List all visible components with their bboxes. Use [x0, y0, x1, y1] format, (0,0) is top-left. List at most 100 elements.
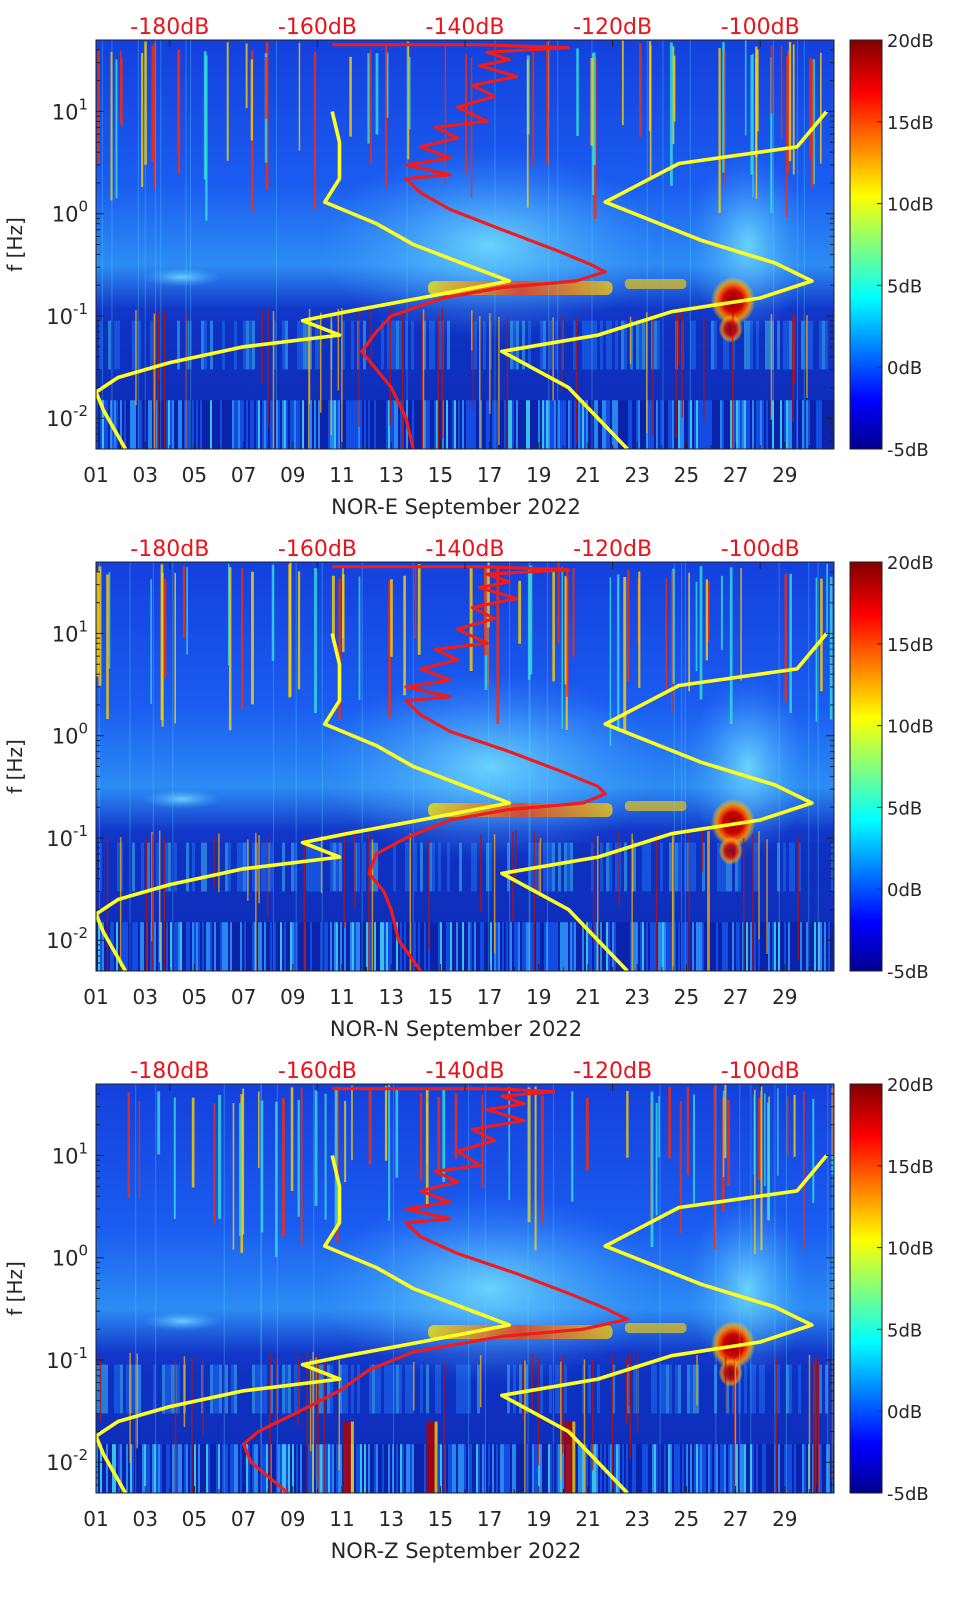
x-tick-label: 17	[477, 463, 502, 487]
spectrogram-panel-1: 10-2 10-1 100 101 f [Hz] 01 03 05 07 09 11 13 15 17 19…	[3, 15, 934, 519]
x-tick-label: 23	[624, 463, 649, 487]
y-tick-label: 10-2	[46, 1446, 88, 1475]
y-axis-label: f [Hz]	[3, 1261, 27, 1316]
colorbar: 20dB 15dB 10dB 5dB 0dB -5dB	[849, 31, 934, 461]
top-db-tick-label: -140dB	[426, 1059, 505, 1084]
x-axis-label: NOR-Z September 2022	[331, 1539, 582, 1563]
x-tick-label: 01	[83, 985, 108, 1009]
x-tick-label: 19	[526, 463, 551, 487]
x-tick-label: 05	[182, 1507, 207, 1531]
colorbar-tick-label: 10dB	[887, 1239, 934, 1260]
x-tick-label: 21	[575, 463, 600, 487]
x-tick-label: 11	[329, 463, 354, 487]
y-tick-label: 10-2	[46, 402, 88, 431]
colorbar-tick-label: 20dB	[887, 31, 934, 52]
x-tick-label: 07	[231, 985, 256, 1009]
noise-model-curve-2	[500, 1154, 828, 1493]
x-tick-label: 25	[674, 463, 699, 487]
noise-model-curve-1	[96, 111, 512, 449]
spectrogram-panel-2: 10-2 10-1 100 101 f [Hz] 01 03 05 07 09 11 13 15 17 19…	[3, 537, 934, 1041]
top-db-tick-label: -100dB	[721, 537, 800, 562]
top-db-tick-label: -140dB	[426, 15, 505, 40]
top-db-tick-label: -160dB	[278, 537, 357, 562]
psd-curve	[332, 565, 607, 971]
colorbar-tick-label: 0dB	[887, 358, 922, 379]
x-tick-label: 09	[280, 463, 305, 487]
top-db-tick-label: -120dB	[573, 1059, 652, 1084]
top-db-tick-label: -100dB	[721, 1059, 800, 1084]
top-db-tick-label: -140dB	[426, 537, 505, 562]
top-db-tick-label: -180dB	[130, 537, 209, 562]
colorbar: 20dB 15dB 10dB 5dB 0dB -5dB	[849, 553, 934, 983]
top-db-tick-label: -120dB	[573, 537, 652, 562]
colorbar-tick-label: 15dB	[887, 1157, 934, 1178]
colorbar-tick-label: 10dB	[887, 195, 934, 216]
x-tick-label: 05	[182, 463, 207, 487]
x-tick-label: 19	[526, 1507, 551, 1531]
spectrogram-panel-3: 10-2 10-1 100 101 f [Hz] 01 03 05 07 09 11 13 15 17 19…	[3, 1059, 934, 1563]
x-tick-label: 09	[280, 985, 305, 1009]
psd-curve	[242, 1087, 630, 1493]
x-tick-label: 07	[231, 463, 256, 487]
y-axis-label: f [Hz]	[3, 739, 27, 794]
colorbar-tick-label: 5dB	[887, 798, 922, 819]
top-db-tick-label: -180dB	[130, 15, 209, 40]
colorbar-tick-label: 15dB	[887, 113, 934, 134]
x-tick-label: 11	[329, 1507, 354, 1531]
x-tick-label: 13	[378, 985, 403, 1009]
x-tick-label: 27	[723, 1507, 748, 1531]
colorbar-tick-label: 5dB	[887, 276, 922, 297]
top-db-tick-label: -100dB	[721, 15, 800, 40]
x-tick-label: 07	[231, 1507, 256, 1531]
x-tick-label: 01	[83, 463, 108, 487]
colorbar: 20dB 15dB 10dB 5dB 0dB -5dB	[849, 1075, 934, 1505]
colorbar-tick-label: 20dB	[887, 553, 934, 574]
noise-model-curve-2	[500, 110, 828, 449]
x-tick-label: 27	[723, 463, 748, 487]
y-axis-label: f [Hz]	[3, 217, 27, 272]
noise-model-curve-1	[96, 633, 512, 971]
x-tick-label: 25	[674, 985, 699, 1009]
y-tick-label: 101	[52, 1139, 88, 1168]
colorbar-tick-label: -5dB	[887, 1484, 929, 1505]
x-tick-label: 15	[428, 1507, 453, 1531]
colorbar-tick-label: -5dB	[887, 440, 929, 461]
x-tick-label: 25	[674, 1507, 699, 1531]
x-tick-label: 23	[624, 1507, 649, 1531]
y-tick-label: 100	[52, 1242, 88, 1271]
x-tick-label: 21	[575, 1507, 600, 1531]
x-tick-label: 29	[772, 1507, 797, 1531]
x-tick-label: 27	[723, 985, 748, 1009]
psd-curve	[332, 43, 607, 449]
x-tick-label: 19	[526, 985, 551, 1009]
noise-model-curve-1	[96, 1155, 512, 1493]
colorbar-tick-label: 5dB	[887, 1320, 922, 1341]
y-tick-label: 10-1	[46, 822, 88, 851]
colorbar-tick-label: 20dB	[887, 1075, 934, 1096]
x-tick-label: 03	[132, 463, 157, 487]
x-tick-label: 23	[624, 985, 649, 1009]
top-db-tick-label: -120dB	[573, 15, 652, 40]
x-tick-label: 17	[477, 985, 502, 1009]
colorbar-tick-label: 10dB	[887, 717, 934, 738]
y-tick-label: 100	[52, 720, 88, 749]
x-tick-label: 13	[378, 1507, 403, 1531]
y-tick-label: 100	[52, 198, 88, 227]
y-tick-label: 101	[52, 617, 88, 646]
y-tick-label: 10-1	[46, 1344, 88, 1373]
x-tick-label: 09	[280, 1507, 305, 1531]
x-tick-label: 05	[182, 985, 207, 1009]
x-tick-label: 15	[428, 985, 453, 1009]
top-db-tick-label: -160dB	[278, 1059, 357, 1084]
y-tick-label: 10-1	[46, 300, 88, 329]
colorbar-tick-label: 15dB	[887, 635, 934, 656]
x-tick-label: 15	[428, 463, 453, 487]
x-tick-label: 11	[329, 985, 354, 1009]
x-tick-label: 21	[575, 985, 600, 1009]
x-axis-label: NOR-N September 2022	[330, 1017, 582, 1041]
y-tick-label: 101	[52, 95, 88, 124]
x-tick-label: 17	[477, 1507, 502, 1531]
x-tick-label: 29	[772, 463, 797, 487]
noise-model-curve-2	[500, 632, 828, 971]
